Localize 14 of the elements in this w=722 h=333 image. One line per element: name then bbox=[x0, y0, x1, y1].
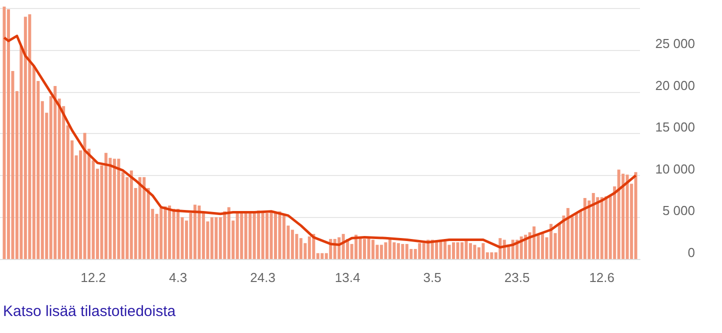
y-tick-label: 5 000 bbox=[662, 203, 695, 218]
y-tick-label: 20 000 bbox=[655, 78, 695, 93]
y-tick-label: 25 000 bbox=[655, 36, 695, 52]
y-tick-label: 0 bbox=[688, 245, 695, 260]
x-tick-label: 12.2 bbox=[80, 270, 106, 285]
y-tick-label: 15 000 bbox=[655, 120, 695, 135]
x-tick-label: 4.3 bbox=[168, 270, 188, 285]
x-tick-label: 13.4 bbox=[334, 270, 360, 285]
x-tick-label: 12.6 bbox=[589, 270, 615, 285]
x-tick-label: 23.5 bbox=[504, 270, 530, 285]
text: Katso lisää tilastotiedoista bbox=[3, 303, 176, 320]
x-tick-label: 24.3 bbox=[250, 270, 276, 285]
x-tick-label: 3.5 bbox=[423, 270, 442, 285]
y-tick-label: 10 000 bbox=[655, 161, 695, 176]
